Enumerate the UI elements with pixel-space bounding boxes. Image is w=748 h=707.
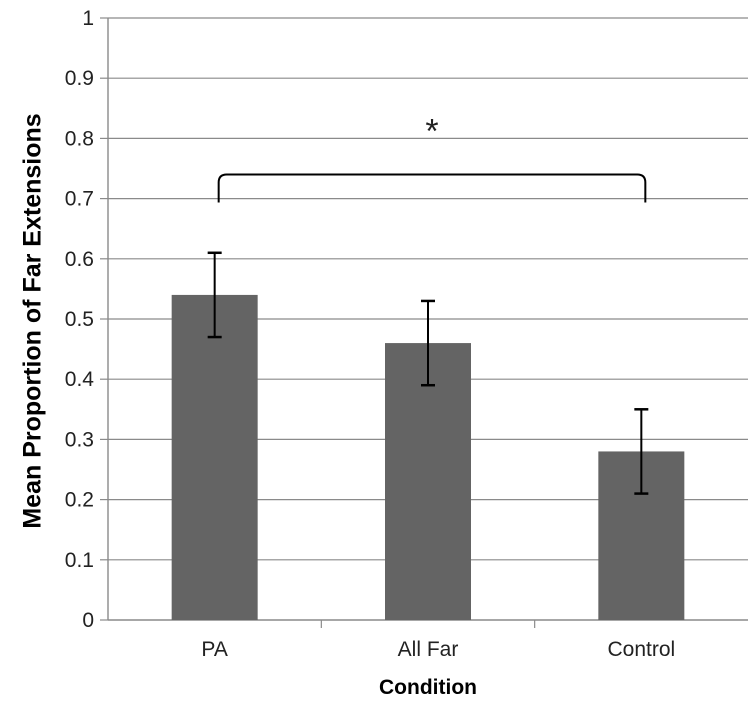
y-tick-label: 0.1 — [65, 549, 94, 572]
significance-bracket — [217, 173, 647, 203]
y-tick-labels: 0 0.1 0.2 0.3 0.4 0.5 0.6 0.7 0.8 0.9 1 — [65, 7, 95, 632]
significance-annotation: * — [217, 113, 647, 203]
y-tick-label: 0.8 — [65, 127, 94, 150]
y-tick-label: 0.5 — [65, 308, 94, 331]
y-tick-label: 0 — [82, 609, 94, 632]
y-tick-label: 0.6 — [65, 248, 94, 271]
y-tick-label: 0.9 — [65, 67, 94, 90]
y-axis-label: Mean Proportion of Far Extensions — [19, 113, 47, 528]
bar — [171, 294, 258, 620]
y-tick-label: 0.4 — [65, 368, 95, 391]
significance-star: * — [425, 113, 438, 151]
bars — [171, 294, 685, 620]
x-axis-label: Condition — [379, 676, 477, 699]
error-bars — [207, 251, 649, 495]
y-tick-label: 0.7 — [65, 188, 94, 211]
y-tick-label: 0.2 — [65, 489, 94, 512]
x-tick-label: PA — [201, 638, 227, 661]
x-tick-labels: PA All Far Control — [201, 638, 675, 661]
x-tick-label: Control — [607, 638, 675, 661]
bar — [385, 343, 471, 620]
x-tick-label: All Far — [398, 638, 459, 661]
y-tick-label: 1 — [82, 7, 94, 30]
y-tick-label: 0.3 — [65, 428, 94, 451]
